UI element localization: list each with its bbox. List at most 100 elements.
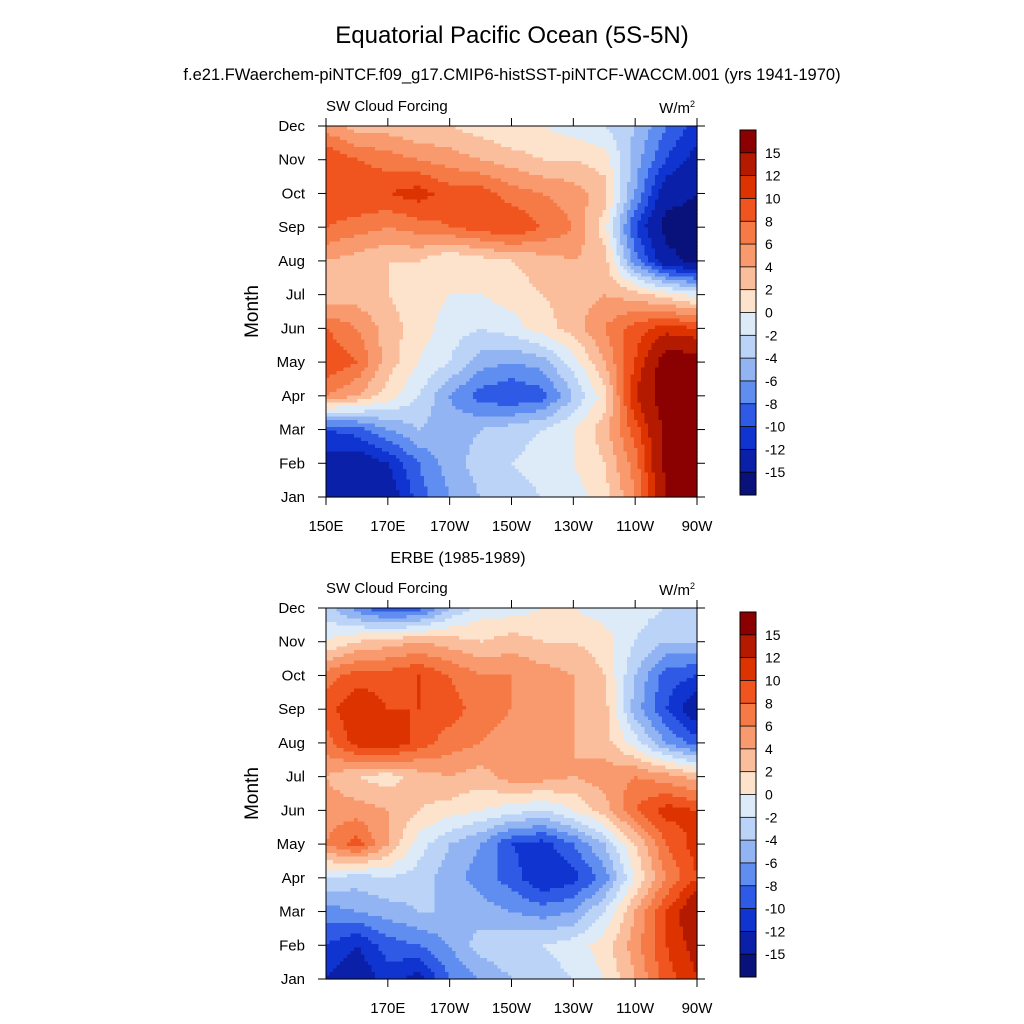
contour-cell: [438, 318, 523, 323]
contour-cell: [606, 674, 614, 679]
contour-cell: [609, 266, 618, 271]
colorbar-label: 8: [765, 213, 773, 229]
contour-cell: [420, 674, 450, 679]
contour-cell: [455, 346, 548, 351]
contour-cell: [420, 688, 457, 693]
contour-cell: [686, 678, 698, 683]
contour-cell: [543, 639, 614, 644]
contour-cell: [658, 685, 677, 690]
contour-cell: [669, 699, 688, 704]
contour-cell: [326, 811, 390, 816]
contour-cell: [340, 716, 411, 721]
contour-cell: [613, 231, 621, 236]
contour-cell: [424, 476, 446, 481]
contour-cell: [427, 255, 485, 260]
contour-cell: [606, 891, 618, 896]
contour-cell: [672, 688, 698, 693]
contour-cell: [410, 479, 425, 484]
contour-cell: [389, 842, 401, 847]
contour-cell: [326, 490, 401, 495]
contour-cell: [452, 797, 583, 802]
contour-cell: [459, 664, 551, 669]
contour-cell: [641, 863, 653, 868]
contour-cell: [417, 199, 422, 204]
contour-cell: [326, 723, 345, 728]
contour-cell: [550, 951, 593, 956]
contour-cell: [364, 339, 380, 344]
contour-cell: [550, 888, 583, 893]
contour-cell: [658, 269, 677, 274]
contour-cell: [641, 430, 649, 435]
contour-cell: [648, 234, 667, 239]
contour-cell: [420, 692, 460, 697]
contour-cell: [441, 472, 471, 477]
contour-cell: [683, 933, 698, 938]
contour-cell: [627, 741, 642, 746]
contour-cell: [644, 364, 660, 369]
contour-cell: [630, 199, 642, 204]
contour-cell: [354, 660, 453, 665]
contour-cell: [588, 825, 607, 830]
contour-cell: [340, 611, 362, 616]
contour-cell: [420, 462, 439, 467]
contour-cell: [613, 182, 621, 187]
contour-cell: [522, 241, 586, 246]
contour-cell: [406, 381, 429, 386]
contour-cell: [637, 276, 653, 281]
contour-cell: [452, 353, 478, 358]
contour-cell: [543, 944, 590, 949]
contour-cell: [634, 322, 698, 327]
contour-cell: [655, 909, 667, 914]
contour-cell: [637, 776, 688, 781]
contour-cell: [382, 646, 450, 651]
contour-cell: [581, 161, 611, 166]
contour-cell: [641, 402, 656, 407]
contour-cell: [634, 909, 646, 914]
contour-cell: [553, 385, 569, 390]
contour-cell: [326, 364, 352, 369]
contour-cell: [609, 828, 621, 833]
contour-cell: [676, 863, 695, 868]
colorbar-label: -8: [765, 396, 778, 412]
contour-cell: [627, 458, 639, 463]
contour-cell: [424, 853, 446, 858]
contour-cell: [623, 231, 632, 236]
contour-cell: [511, 678, 576, 683]
contour-cell: [679, 867, 695, 872]
contour-cell: [546, 357, 562, 362]
contour-cell: [630, 252, 639, 257]
contour-cell: [557, 388, 572, 393]
contour-cell: [620, 185, 628, 190]
contour-cell: [326, 965, 338, 970]
contour-cell: [438, 737, 485, 742]
contour-cell: [455, 234, 562, 239]
y-tick-label: Aug: [278, 253, 305, 270]
contour-cell: [627, 420, 639, 425]
contour-cell: [417, 832, 446, 837]
contour-cell: [609, 245, 618, 250]
contour-cell: [648, 171, 660, 176]
contour-cell: [326, 126, 348, 131]
contour-cell: [623, 674, 635, 679]
contour-cell: [683, 161, 698, 166]
contour-cell: [340, 664, 411, 669]
contour-cell: [641, 154, 656, 159]
contour-cell: [655, 255, 681, 260]
contour-cell: [655, 206, 674, 211]
contour-cell: [644, 874, 656, 879]
contour-cell: [609, 902, 621, 907]
contour-cell: [658, 744, 677, 749]
contour-cell: [613, 413, 621, 418]
contour-cell: [595, 437, 611, 442]
contour-cell: [665, 213, 698, 218]
contour-cell: [585, 224, 600, 229]
contour-cell: [634, 133, 649, 138]
contour-cell: [578, 255, 607, 260]
contour-cell: [623, 793, 660, 798]
contour-cell: [480, 741, 576, 746]
contour-cell: [630, 234, 639, 239]
contour-cell: [326, 315, 373, 320]
contour-cell: [665, 178, 698, 183]
contour-cell: [574, 744, 618, 749]
